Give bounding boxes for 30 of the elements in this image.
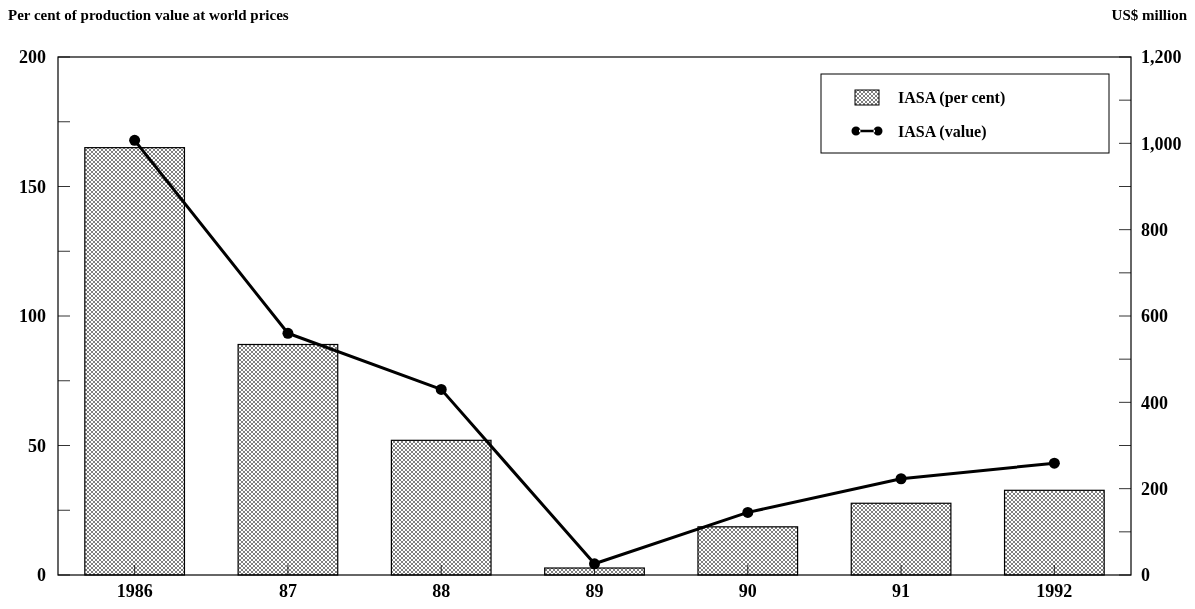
legend-label: IASA (value) — [898, 122, 987, 141]
x-tick-label: 91 — [892, 581, 911, 601]
x-tick-label: 89 — [585, 581, 604, 601]
point — [1048, 457, 1060, 469]
x-tick-label: 1992 — [1036, 581, 1073, 601]
point — [282, 327, 294, 339]
y-tick-label: 150 — [19, 176, 46, 197]
x-tick-label: 90 — [738, 581, 757, 601]
y2-tick-label: 0 — [1141, 565, 1150, 586]
y-tick-label: 200 — [19, 47, 46, 68]
point — [129, 134, 141, 146]
y-tick-label: 50 — [28, 435, 46, 456]
y-tick-label: 100 — [19, 306, 46, 327]
y2-tick-label: 600 — [1141, 306, 1168, 327]
point — [589, 558, 600, 570]
y2-tick-label: 200 — [1141, 478, 1168, 499]
y2-tick-label: 1,200 — [1141, 47, 1182, 68]
x-tick-label: 88 — [432, 581, 451, 601]
x-tick-label: 87 — [278, 581, 297, 601]
y2-axis-title: US$ million — [1111, 7, 1188, 23]
point — [895, 473, 907, 485]
legend-label: IASA (per cent) — [898, 88, 1006, 107]
y2-tick-label: 1,000 — [1141, 133, 1182, 154]
y-tick-label: 0 — [37, 565, 46, 586]
y2-tick-label: 400 — [1141, 392, 1168, 413]
y2-tick-label: 800 — [1141, 219, 1168, 240]
y-axis-title: Per cent of production value at world prices — [8, 7, 289, 23]
point — [742, 506, 754, 518]
x-tick-label: 1986 — [116, 581, 153, 601]
point — [435, 383, 447, 395]
